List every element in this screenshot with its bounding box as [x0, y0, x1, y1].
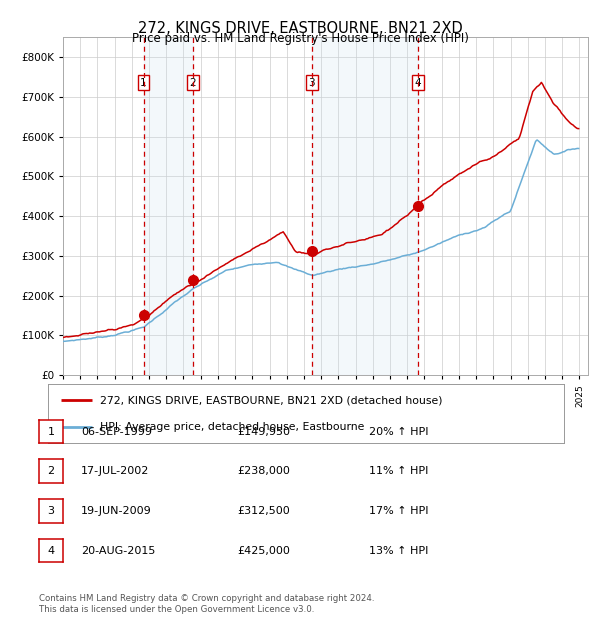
Text: 1: 1	[140, 78, 147, 88]
Text: 17% ↑ HPI: 17% ↑ HPI	[369, 506, 428, 516]
Text: £425,000: £425,000	[237, 546, 290, 556]
Text: HPI: Average price, detached house, Eastbourne: HPI: Average price, detached house, East…	[100, 422, 364, 432]
Text: £238,000: £238,000	[237, 466, 290, 476]
Text: 272, KINGS DRIVE, EASTBOURNE, BN21 2XD: 272, KINGS DRIVE, EASTBOURNE, BN21 2XD	[137, 21, 463, 36]
Text: 20% ↑ HPI: 20% ↑ HPI	[369, 427, 428, 436]
Text: £312,500: £312,500	[237, 506, 290, 516]
Text: 17-JUL-2002: 17-JUL-2002	[81, 466, 149, 476]
Text: 13% ↑ HPI: 13% ↑ HPI	[369, 546, 428, 556]
Text: 272, KINGS DRIVE, EASTBOURNE, BN21 2XD (detached house): 272, KINGS DRIVE, EASTBOURNE, BN21 2XD (…	[100, 396, 442, 405]
Text: This data is licensed under the Open Government Licence v3.0.: This data is licensed under the Open Gov…	[39, 604, 314, 614]
Text: 1: 1	[47, 427, 55, 436]
Text: 3: 3	[47, 506, 55, 516]
Bar	[312, 37, 418, 375]
Text: 19-JUN-2009: 19-JUN-2009	[81, 506, 152, 516]
Text: 2: 2	[47, 466, 55, 476]
Text: 11% ↑ HPI: 11% ↑ HPI	[369, 466, 428, 476]
Text: Price paid vs. HM Land Registry's House Price Index (HPI): Price paid vs. HM Land Registry's House …	[131, 32, 469, 45]
Text: 2: 2	[190, 78, 196, 88]
Text: 06-SEP-1999: 06-SEP-1999	[81, 427, 152, 436]
Text: 3: 3	[308, 78, 315, 88]
Text: 4: 4	[415, 78, 421, 88]
Text: 20-AUG-2015: 20-AUG-2015	[81, 546, 155, 556]
Text: £149,950: £149,950	[237, 427, 290, 436]
Text: 4: 4	[47, 546, 55, 556]
Bar	[143, 37, 193, 375]
Text: Contains HM Land Registry data © Crown copyright and database right 2024.: Contains HM Land Registry data © Crown c…	[39, 594, 374, 603]
